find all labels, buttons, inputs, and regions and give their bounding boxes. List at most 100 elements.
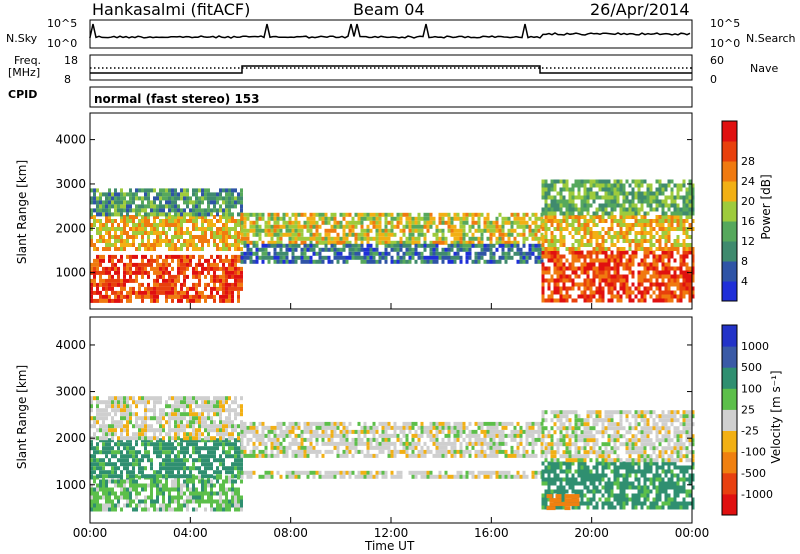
data-cell xyxy=(664,262,668,267)
data-cell xyxy=(240,204,243,209)
data-cell xyxy=(381,445,385,450)
data-cell xyxy=(360,220,364,225)
data-cell xyxy=(219,420,222,425)
data-cell xyxy=(408,429,412,434)
data-cell xyxy=(667,278,671,283)
data-cell xyxy=(616,183,620,188)
data-cell xyxy=(685,195,689,200)
data-cell xyxy=(168,243,171,247)
data-cell xyxy=(565,179,569,184)
data-cell xyxy=(417,425,421,430)
data-cell xyxy=(225,507,228,512)
data-cell xyxy=(240,251,244,256)
data-cell xyxy=(183,290,186,295)
data-cell xyxy=(279,240,283,245)
data-cell xyxy=(610,195,614,200)
data-cell xyxy=(601,179,605,184)
data-cell xyxy=(456,255,460,260)
data-cell xyxy=(132,436,135,441)
data-cell xyxy=(114,212,117,217)
data-cell xyxy=(550,294,554,299)
data-cell xyxy=(477,449,481,454)
data-cell xyxy=(531,232,535,237)
data-cell xyxy=(607,278,611,283)
data-cell xyxy=(225,200,228,205)
data-cell xyxy=(240,404,243,409)
data-cell xyxy=(228,200,231,205)
data-cell xyxy=(655,195,659,200)
data-cell xyxy=(598,195,602,200)
data-cell xyxy=(225,290,228,295)
data-cell xyxy=(234,270,237,275)
data-cell xyxy=(93,458,96,463)
data-cell xyxy=(192,446,195,451)
data-cell xyxy=(105,231,108,235)
data-cell xyxy=(345,220,349,225)
data-cell xyxy=(237,243,240,247)
data-cell xyxy=(126,474,129,479)
data-cell xyxy=(222,286,225,291)
data-cell xyxy=(189,404,192,409)
data-cell xyxy=(643,215,647,219)
data-cell xyxy=(222,200,225,205)
data-cell xyxy=(228,219,231,223)
data-cell xyxy=(357,247,361,252)
data-cell xyxy=(147,424,150,429)
data-cell xyxy=(225,475,228,480)
data-cell xyxy=(583,199,587,204)
data-cell xyxy=(111,227,114,231)
data-cell xyxy=(171,507,174,512)
data-cell xyxy=(537,236,541,241)
data-cell xyxy=(405,433,409,438)
data-cell xyxy=(643,294,647,299)
data-cell xyxy=(156,243,159,247)
data-cell xyxy=(285,449,289,454)
data-cell xyxy=(685,274,689,279)
data-cell xyxy=(474,228,478,233)
data-cell xyxy=(90,239,93,243)
data-cell xyxy=(168,219,171,223)
data-cell xyxy=(159,424,162,429)
data-cell xyxy=(637,298,641,303)
data-cell xyxy=(661,219,665,223)
data-cell xyxy=(321,247,325,252)
data-cell xyxy=(453,255,457,260)
data-cell xyxy=(285,453,289,458)
data-cell xyxy=(222,188,225,193)
data-cell xyxy=(637,274,641,279)
data-cell xyxy=(607,215,611,219)
data-cell xyxy=(180,286,183,291)
data-cell xyxy=(117,420,120,425)
data-cell xyxy=(285,259,289,264)
data-cell xyxy=(682,250,686,255)
data-cell xyxy=(504,255,508,260)
data-cell xyxy=(306,247,310,252)
data-cell xyxy=(408,255,412,260)
data-cell xyxy=(610,278,614,283)
data-cell xyxy=(607,258,611,263)
data-cell xyxy=(411,421,415,426)
data-cell xyxy=(246,216,250,221)
nsky-trace xyxy=(89,23,691,39)
data-cell xyxy=(168,454,171,459)
data-cell xyxy=(108,266,111,271)
data-cell xyxy=(357,220,361,225)
data-cell xyxy=(426,228,430,233)
data-cell xyxy=(547,254,551,259)
data-cell xyxy=(384,251,388,256)
data-cell xyxy=(688,235,692,239)
data-cell xyxy=(156,396,159,401)
data-cell xyxy=(525,212,529,217)
data-cell xyxy=(598,231,602,235)
data-cell xyxy=(586,179,590,184)
data-cell xyxy=(342,433,346,438)
data-cell xyxy=(144,262,147,267)
data-cell xyxy=(568,266,572,271)
data-cell xyxy=(453,449,457,454)
data-cell xyxy=(216,262,219,267)
data-cell xyxy=(649,286,653,291)
data-cell xyxy=(135,412,138,417)
data-cell xyxy=(174,278,177,283)
data-cell xyxy=(144,208,147,213)
data-cell xyxy=(156,479,159,484)
